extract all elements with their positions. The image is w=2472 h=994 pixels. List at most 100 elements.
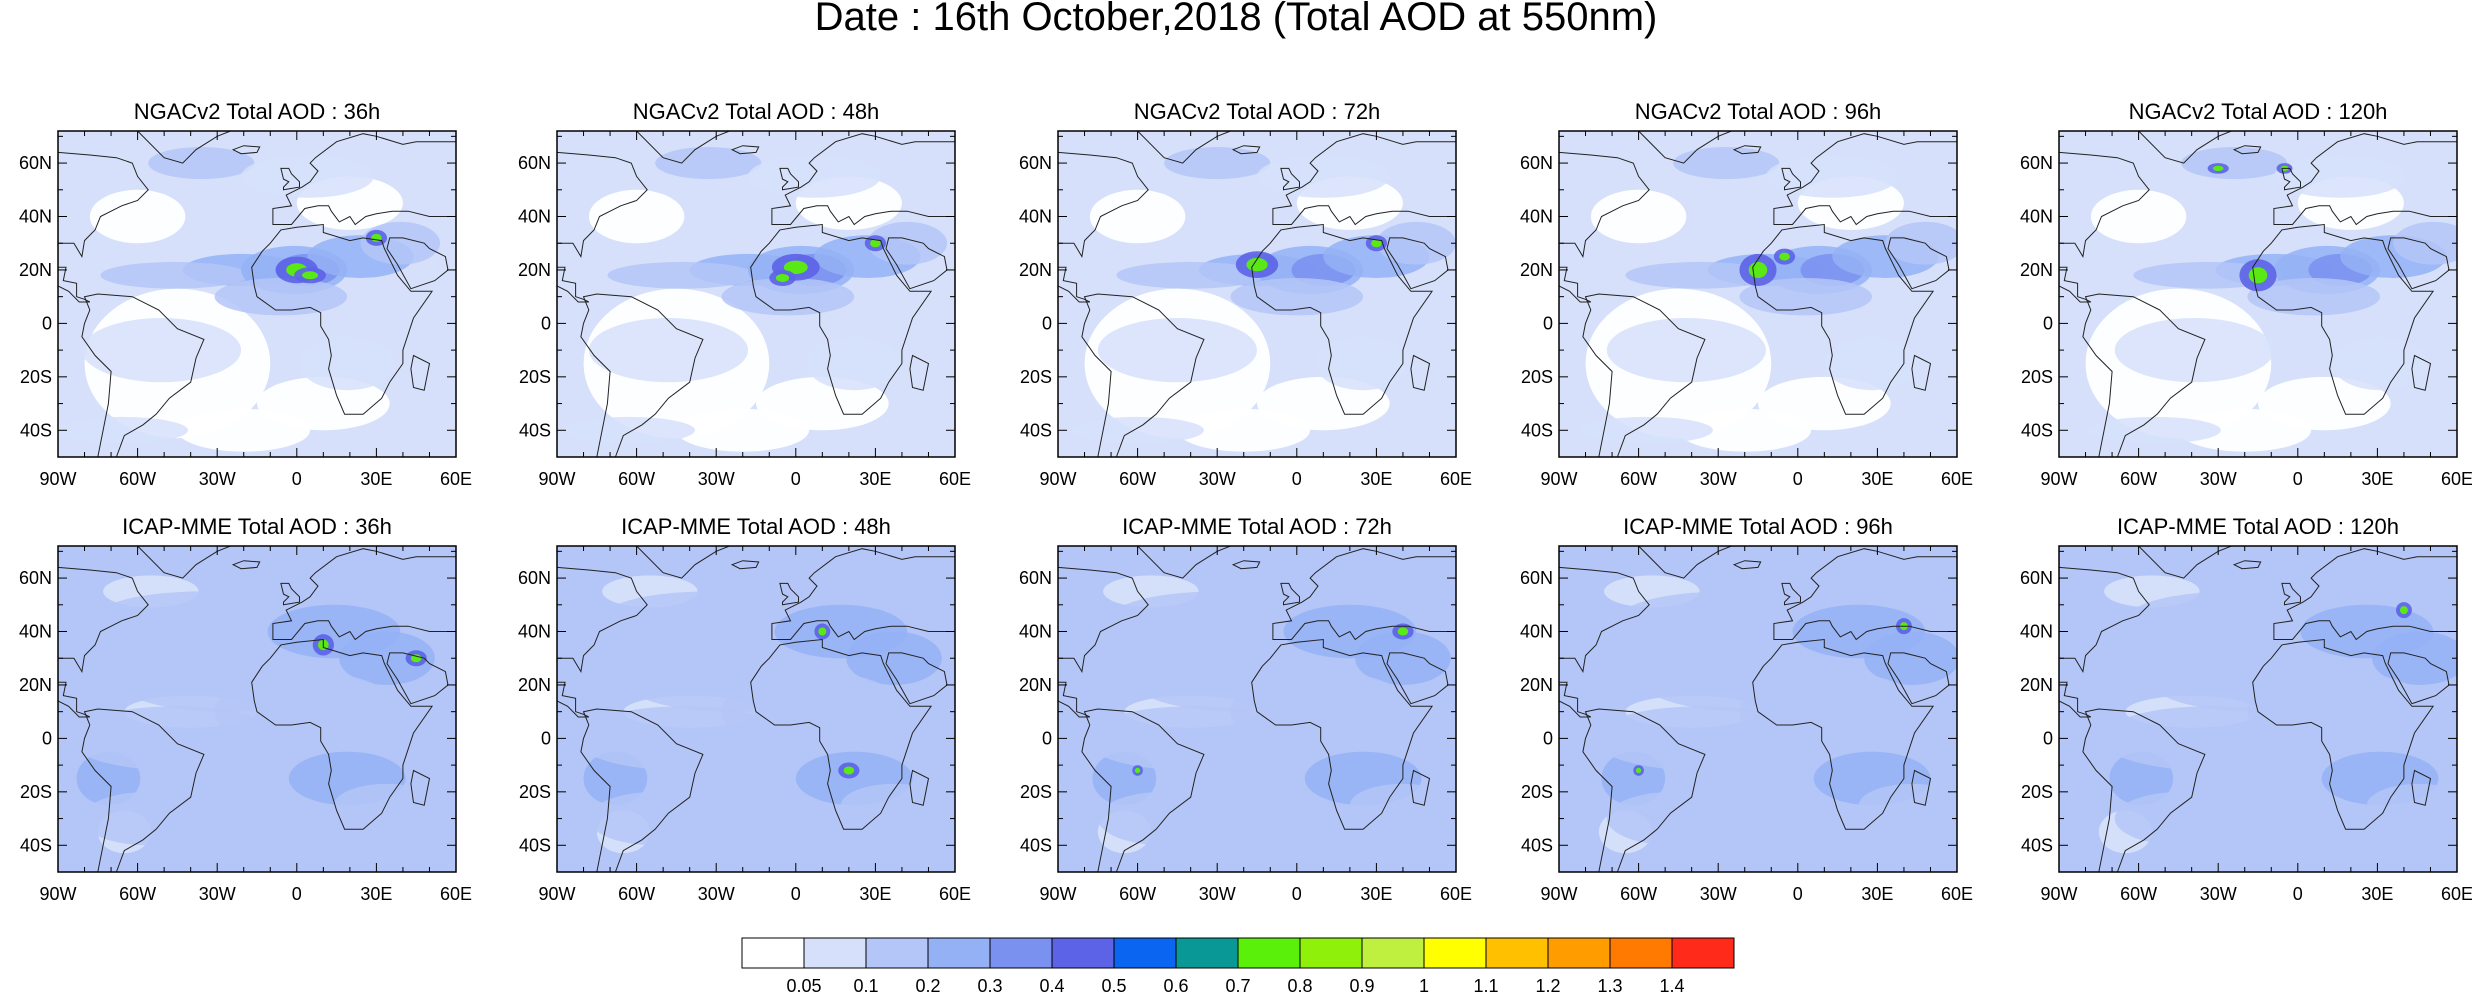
coastline <box>2232 145 2262 155</box>
lon-tick-label: 30W <box>199 469 236 489</box>
aod-plume <box>1097 318 1257 383</box>
aod-field <box>58 546 456 872</box>
coastline <box>2281 167 2301 191</box>
coastline <box>1280 582 1300 606</box>
aod-plume <box>1315 336 1411 391</box>
lat-tick-label: 20S <box>2021 367 2053 387</box>
map-frame <box>556 130 956 458</box>
aod-plume <box>1824 336 1920 391</box>
ticks <box>57 131 457 458</box>
lat-tick-label: 40S <box>1020 420 1052 440</box>
coastline <box>231 145 261 155</box>
lat-tick-label: 0 <box>42 728 52 748</box>
lat-tick-label: 40S <box>2021 420 2053 440</box>
aod-plume-peak <box>775 273 790 282</box>
colorbar-label: 1 <box>1419 976 1429 994</box>
lat-tick-label: 20S <box>519 367 551 387</box>
colorbar-label: 0.05 <box>786 976 821 994</box>
coastline <box>636 546 730 579</box>
aod-clean-area <box>89 189 186 244</box>
coastline <box>1911 769 1932 806</box>
lon-tick-label: 30E <box>2361 884 2393 904</box>
aod-plume <box>148 147 255 180</box>
aod-plume <box>806 336 902 391</box>
coastline <box>81 708 205 872</box>
coastline <box>272 548 456 641</box>
lon-tick-label: 0 <box>791 469 801 489</box>
aod-field <box>1058 546 1456 872</box>
aod-plume <box>241 155 374 198</box>
panel-grid: NGACv2 Total AOD : 36h 90W 60W 30W 0 30E 60E 60… <box>19 99 2472 904</box>
colorbar-label: 0.2 <box>915 976 940 994</box>
coastlines <box>58 546 456 872</box>
lat-tick-label: 40S <box>2021 835 2053 855</box>
lon-tick-label: 30E <box>1360 469 1392 489</box>
aod-plume-peak <box>2399 606 2408 615</box>
aod-plume <box>588 318 749 383</box>
aod-plume <box>655 147 762 180</box>
lat-tick-label: 40S <box>1521 420 1553 440</box>
aod-plume-peak <box>2248 267 2268 284</box>
aod-plume <box>1625 261 1774 289</box>
lat-tick-label: 0 <box>541 313 551 333</box>
colorbar-swatch <box>803 937 867 969</box>
coastline <box>1231 145 1261 155</box>
aod-plume <box>867 221 948 265</box>
colorbar-swatch <box>1609 937 1673 969</box>
aod-clean-area <box>1758 376 1891 431</box>
lat-tick-label: 20S <box>2021 782 2053 802</box>
aod-plume-peak <box>783 260 808 274</box>
aod-plume <box>1071 416 1204 444</box>
panel-title: NGACv2 Total AOD : 120h <box>2129 99 2388 124</box>
coastline <box>272 133 456 226</box>
coastline <box>580 293 704 457</box>
lon-tick-label: 60E <box>1440 884 1472 904</box>
aod-plume <box>1111 591 1324 645</box>
coastline <box>771 548 955 641</box>
coastline <box>2082 708 2206 872</box>
colorbar-label: 1.2 <box>1535 976 1560 994</box>
lat-tick-label: 20N <box>2020 260 2053 280</box>
colorbar-swatch <box>1113 937 1177 969</box>
lat-tick-label: 60N <box>1520 153 1553 173</box>
aod-plume-peak <box>1371 239 1382 248</box>
lat-tick-label: 20S <box>519 782 551 802</box>
aod-field <box>1559 546 1957 872</box>
map-panel: ICAP-MME Total AOD : 36h 90W 60W 30W 0 30E 60E… <box>19 514 472 904</box>
coastline <box>1231 560 1261 570</box>
aod-plume <box>840 783 948 827</box>
coastline <box>557 266 590 303</box>
lon-tick-label: 0 <box>2293 469 2303 489</box>
coastline <box>2387 652 2450 705</box>
lon-tick-label: 0 <box>1793 884 1803 904</box>
aod-plume-peak <box>2212 165 2224 172</box>
panel-title: NGACv2 Total AOD : 48h <box>633 99 880 124</box>
lat-tick-label: 40N <box>19 207 52 227</box>
coastline <box>1559 566 1650 674</box>
lon-tick-label: 0 <box>1292 469 1302 489</box>
colorbar-label: 0.6 <box>1163 976 1188 994</box>
lon-tick-label: 60W <box>1119 469 1156 489</box>
aod-plume <box>1765 155 1899 198</box>
aod-plume <box>2366 783 2457 827</box>
aod-plume-peak <box>1397 627 1409 636</box>
map-frame <box>1057 545 1457 873</box>
coastlines <box>2059 131 2457 457</box>
coastline <box>1081 293 1205 457</box>
lat-tick-label: 20N <box>1019 260 1052 280</box>
coastlines <box>1058 131 1456 457</box>
map-panel: ICAP-MME Total AOD : 120h 90W 60W 30W 0 30E 60… <box>2020 514 2472 904</box>
lat-tick-label: 20N <box>1520 675 1553 695</box>
lat-tick-label: 0 <box>1042 313 1052 333</box>
ticks <box>1558 546 1958 873</box>
coastline <box>410 354 431 391</box>
lon-tick-label: 60W <box>2120 469 2157 489</box>
lon-tick-label: 60E <box>1440 469 1472 489</box>
lon-tick-label: 60W <box>618 469 655 489</box>
coastline <box>1582 708 1706 872</box>
colorbar-swatch <box>1175 937 1239 969</box>
coastline <box>1752 638 1935 830</box>
colorbar-swatch <box>1485 937 1549 969</box>
aod-plume <box>1620 591 1833 645</box>
coastline <box>557 566 648 674</box>
